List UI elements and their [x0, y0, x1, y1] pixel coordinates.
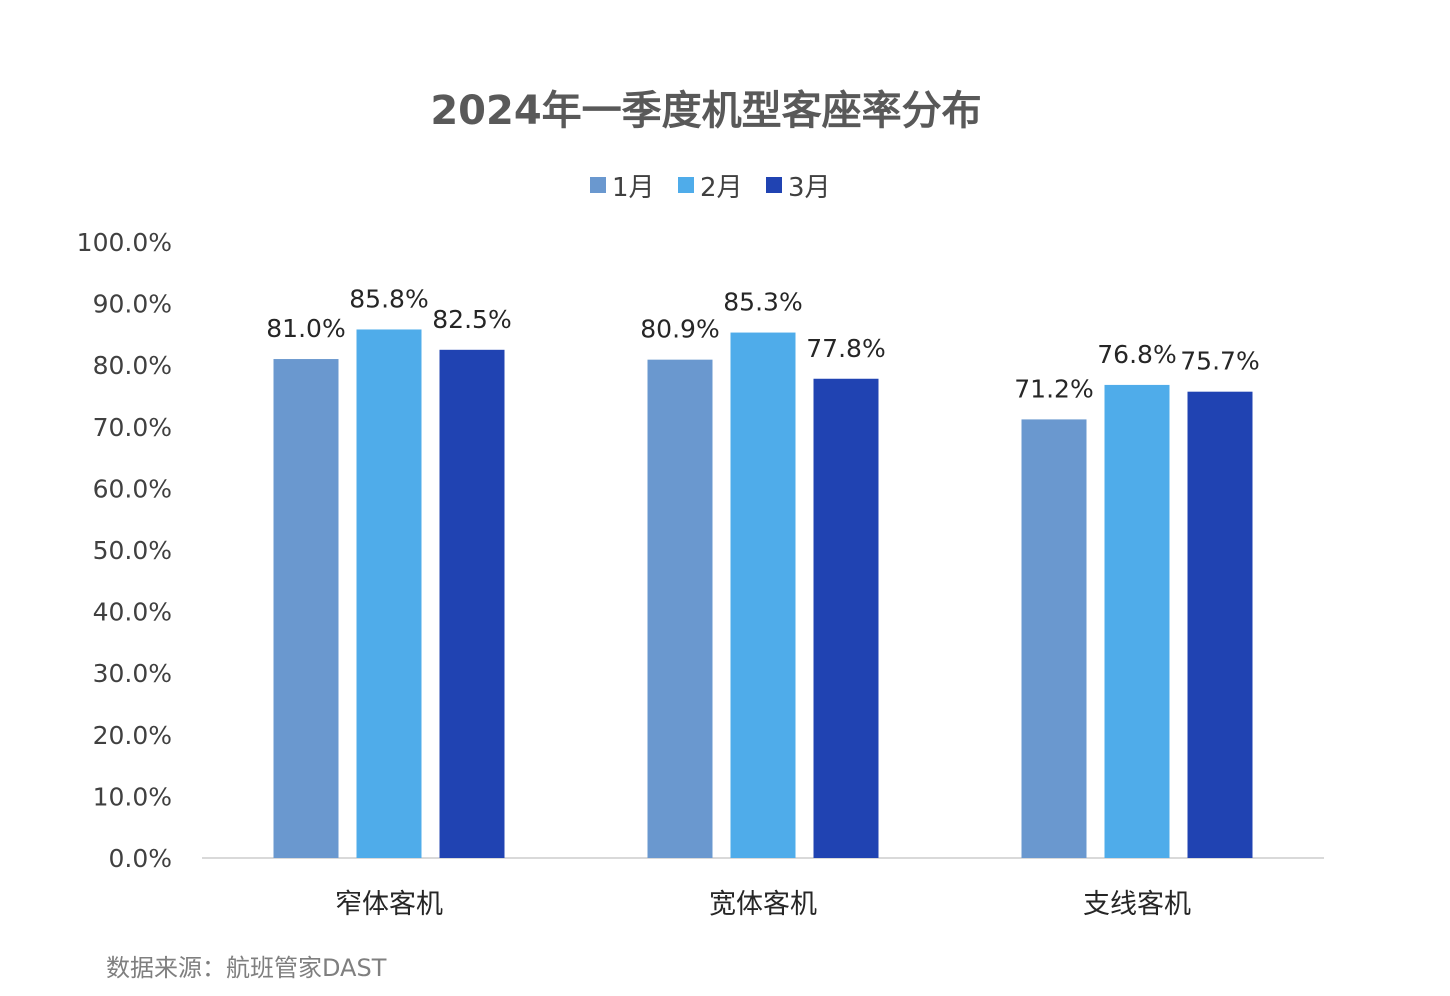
- x-category-label: 宽体客机: [709, 889, 817, 920]
- data-label: 81.0%: [266, 314, 345, 343]
- legend-swatch: [766, 177, 782, 193]
- y-tick-label: 10.0%: [93, 782, 172, 811]
- data-label: 76.8%: [1097, 340, 1176, 369]
- data-label: 80.9%: [640, 315, 719, 344]
- legend-swatch: [590, 177, 606, 193]
- bars-group: [273, 329, 1253, 858]
- x-axis: 窄体客机 宽体客机 支线客机: [335, 889, 1191, 920]
- bar-宽体客机-3月: [813, 378, 879, 858]
- y-tick-label: 80.0%: [93, 351, 172, 380]
- source-note: 数据来源：航班管家DAST: [106, 954, 387, 982]
- x-category-label: 窄体客机: [335, 889, 443, 920]
- y-tick-label: 40.0%: [93, 598, 172, 627]
- data-label: 75.7%: [1180, 347, 1259, 376]
- legend-swatch: [678, 177, 694, 193]
- data-label: 85.8%: [349, 284, 428, 313]
- legend-label: 3月: [788, 173, 831, 203]
- data-label: 85.3%: [723, 288, 802, 317]
- y-tick-label: 90.0%: [93, 290, 172, 319]
- y-tick-label: 30.0%: [93, 659, 172, 688]
- bar-支线客机-1月: [1021, 419, 1087, 858]
- bar-窄体客机-1月: [273, 359, 339, 858]
- y-axis: 0.0% 10.0% 20.0% 30.0% 40.0% 50.0% 60.0% 70.0% 8…: [77, 228, 172, 873]
- y-tick-label: 60.0%: [93, 474, 172, 503]
- data-labels-group: 81.0%85.8%82.5% 80.9%85.3%77.8% 71.2%76.8%…: [266, 284, 1259, 403]
- y-tick-label: 0.0%: [108, 844, 172, 873]
- y-tick-label: 50.0%: [93, 536, 172, 565]
- y-tick-label: 100.0%: [77, 228, 172, 257]
- data-label: 82.5%: [432, 305, 511, 334]
- data-label: 77.8%: [806, 334, 885, 363]
- bar-支线客机-2月: [1104, 384, 1170, 858]
- legend-label: 1月: [612, 173, 655, 203]
- chart-title: 2024年一季度机型客座率分布: [430, 88, 981, 134]
- chart-legend: 1月 2月 3月: [590, 173, 831, 203]
- data-label: 71.2%: [1014, 374, 1093, 403]
- x-category-label: 支线客机: [1083, 889, 1191, 920]
- y-tick-label: 70.0%: [93, 413, 172, 442]
- bar-宽体客机-1月: [647, 359, 713, 858]
- legend-label: 2月: [700, 173, 743, 203]
- bar-宽体客机-2月: [730, 332, 796, 858]
- bar-窄体客机-3月: [439, 349, 505, 858]
- bar-窄体客机-2月: [356, 329, 422, 858]
- y-tick-label: 20.0%: [93, 721, 172, 750]
- bar-支线客机-3月: [1187, 391, 1253, 858]
